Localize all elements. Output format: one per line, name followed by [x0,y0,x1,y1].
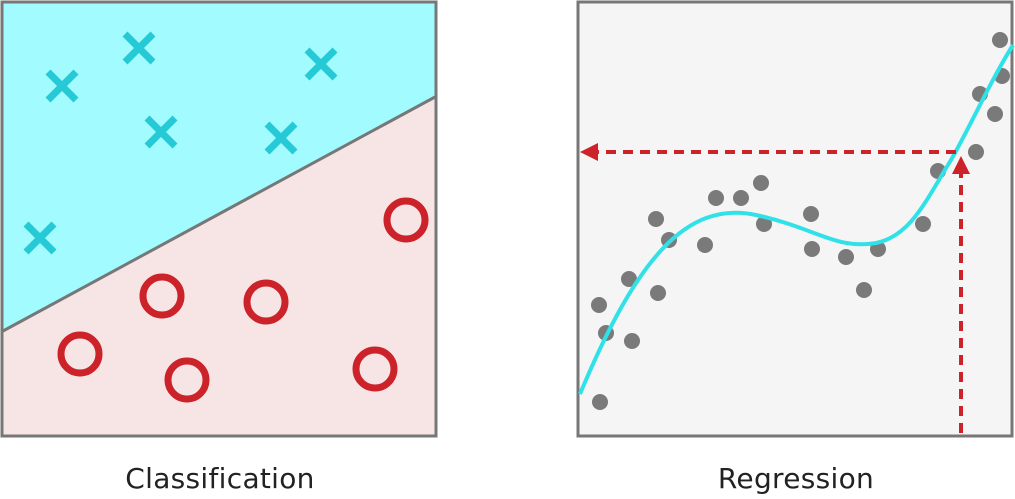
class-a-region [3,3,435,331]
regression-border [576,0,1014,438]
data-point [648,211,664,227]
circle-3-icon [243,279,289,325]
data-point [856,282,872,298]
data-point [621,271,637,287]
circle-2-icon [139,273,185,319]
data-point [915,216,931,232]
regression-curve [578,43,1015,395]
decision-boundary [2,95,436,333]
up-arrowhead [952,156,970,174]
data-point [992,32,1008,48]
data-point [592,394,608,410]
data-point [708,190,724,206]
regression-background [579,3,1011,435]
classification-border [0,0,438,438]
data-point [733,190,749,206]
cross-2-icon [122,31,156,65]
circle-markers [57,197,429,403]
data-point [591,297,607,313]
circle-1-icon [383,197,429,243]
cross-5-icon [264,121,298,155]
data-point [650,285,666,301]
cross-4-icon [144,115,178,149]
data-point [624,333,640,349]
data-point [753,175,769,191]
cross-6-icon [23,221,57,255]
data-point [838,249,854,265]
data-point [697,237,713,253]
data-point [804,241,820,257]
classification-panel [0,0,438,438]
data-point [803,206,819,222]
cross-markers [23,31,338,255]
cross-3-icon [304,47,338,81]
data-point [968,144,984,160]
classification-caption: Classification [125,462,315,495]
regression-panel [576,0,1015,438]
circle-4-icon [57,331,103,377]
circle-5-icon [164,357,210,403]
data-point [987,106,1003,122]
left-arrowhead [580,143,598,161]
cross-1-icon [45,69,79,103]
data-point [756,216,772,232]
circle-6-icon [352,346,398,392]
regression-caption: Regression [717,462,875,495]
